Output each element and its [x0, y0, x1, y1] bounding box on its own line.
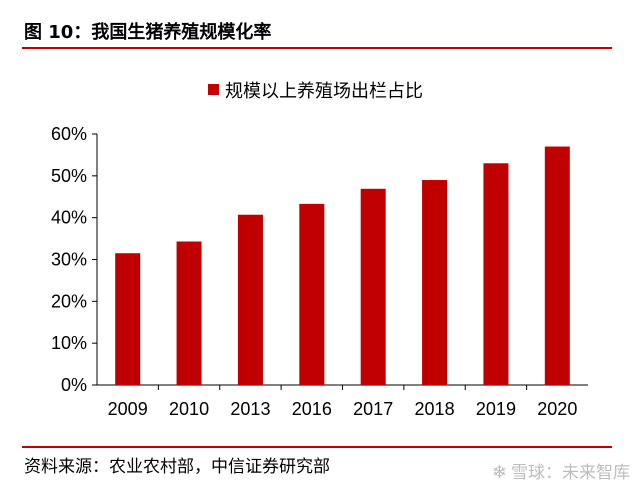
y-tick-label: 60% — [51, 124, 87, 144]
x-tick-label: 2009 — [108, 399, 148, 419]
y-tick-label: 50% — [51, 166, 87, 186]
bar-chart: 规模以上养殖场出栏占比 0% 10% 20% 30% 40% 50% 60% 2009 201… — [51, 80, 588, 419]
watermark: ❄ 雪球：未来智库 — [492, 458, 630, 483]
bars — [115, 146, 570, 385]
legend-swatch — [208, 84, 219, 95]
y-tick-label: 20% — [51, 291, 87, 311]
x-axis-ticks: 2009 2010 2013 2016 2017 2018 2019 2020 — [108, 385, 577, 419]
bar-2013 — [237, 214, 263, 385]
title-divider — [22, 47, 612, 49]
bar-2020 — [544, 146, 570, 385]
y-tick-label: 0% — [61, 375, 87, 395]
source-divider — [22, 446, 612, 448]
bar-2017 — [360, 188, 386, 385]
x-tick-label: 2020 — [537, 399, 577, 419]
x-tick-label: 2013 — [230, 399, 270, 419]
source-note: 资料来源：农业农村部，中信证券研究部 — [24, 457, 330, 477]
x-tick-label: 2017 — [353, 399, 393, 419]
bar-2010 — [176, 241, 202, 385]
x-tick-label: 2019 — [476, 399, 516, 419]
y-tick-label: 40% — [51, 208, 87, 228]
y-tick-label: 30% — [51, 250, 87, 270]
watermark-text: 雪球：未来智库 — [511, 463, 630, 483]
x-tick-label: 2010 — [169, 399, 209, 419]
bar-2016 — [299, 203, 325, 385]
x-tick-label: 2016 — [292, 399, 332, 419]
chart-legend: 规模以上养殖场出栏占比 — [208, 80, 423, 102]
legend-label: 规模以上养殖场出栏占比 — [225, 80, 423, 102]
bar-2018 — [422, 180, 448, 385]
bar-2009 — [115, 253, 141, 385]
y-tick-label: 10% — [51, 333, 87, 353]
snowball-logo-icon: ❄ — [491, 462, 507, 483]
bar-2019 — [483, 163, 509, 385]
y-axis-ticks: 0% 10% 20% 30% 40% 50% 60% — [51, 124, 97, 395]
figure-title: 图 10：我国生猪养殖规模化率 — [24, 22, 272, 43]
x-tick-label: 2018 — [415, 399, 455, 419]
